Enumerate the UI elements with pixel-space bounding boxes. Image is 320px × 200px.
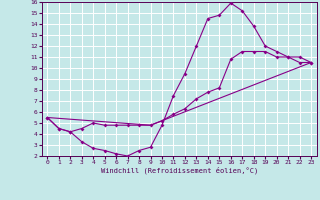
X-axis label: Windchill (Refroidissement éolien,°C): Windchill (Refroidissement éolien,°C) [100,167,258,174]
